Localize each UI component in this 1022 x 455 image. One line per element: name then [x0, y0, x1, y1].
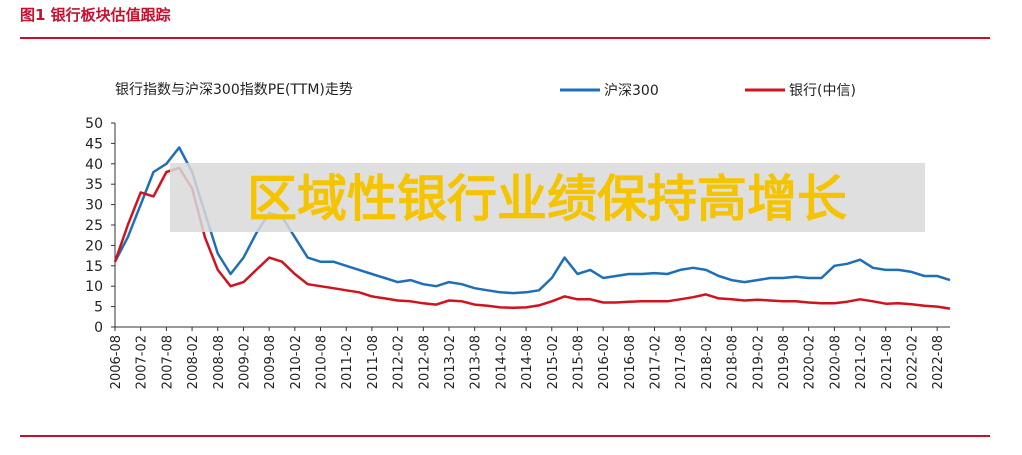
x-tick-label: 2013-02	[443, 335, 458, 389]
x-tick-label: 2014-02	[494, 335, 509, 389]
y-tick-label: 45	[85, 136, 103, 152]
legend-label: 银行(中信)	[789, 83, 856, 99]
x-tick-label: 2012-02	[392, 335, 407, 389]
y-tick-label: 25	[85, 218, 103, 234]
x-tick-label: 2020-02	[803, 335, 818, 389]
x-tick-label: 2012-08	[417, 335, 432, 389]
legend-label: 沪深300	[604, 83, 659, 99]
x-tick-label: 2021-08	[880, 335, 895, 389]
x-tick-label: 2007-08	[160, 335, 175, 389]
x-tick-label: 2015-08	[571, 335, 586, 389]
x-tick-label: 2016-08	[623, 335, 638, 389]
x-tick-label: 2010-02	[289, 335, 304, 389]
x-tick-label: 2017-08	[674, 335, 689, 389]
x-tick-label: 2008-08	[212, 335, 227, 389]
x-tick-label: 2009-02	[237, 335, 252, 389]
x-tick-label: 2022-08	[931, 335, 946, 389]
x-tick-label: 2015-02	[546, 335, 561, 389]
series-line	[113, 146, 951, 295]
x-tick-label: 2009-08	[263, 335, 278, 389]
x-tick-label: 2011-02	[340, 335, 355, 389]
y-tick-label: 35	[85, 177, 103, 193]
y-tick-label: 0	[94, 320, 103, 336]
x-tick-label: 2013-08	[469, 335, 484, 389]
y-tick-label: 10	[85, 279, 103, 295]
annotation: 区域性银行业绩保持高增长	[247, 170, 847, 228]
y-tick-label: 40	[85, 157, 103, 173]
x-tick-label: 2006-08	[109, 335, 124, 389]
figure-title: 图1 银行板块估值跟踪	[20, 6, 171, 24]
x-tick-label: 2018-02	[700, 335, 715, 389]
y-tick-label: 20	[85, 238, 103, 254]
x-tick-label: 2008-02	[186, 335, 201, 389]
series-line	[113, 166, 951, 310]
chart-title: 银行指数与沪深300指数PE(TTM)走势	[115, 82, 353, 98]
x-tick-label: 2011-08	[366, 335, 381, 389]
y-tick-label: 50	[85, 116, 103, 132]
x-tick-label: 2019-02	[751, 335, 766, 389]
y-tick-label: 5	[94, 300, 103, 316]
x-tick-label: 2016-02	[597, 335, 612, 389]
x-tick-label: 2007-02	[135, 335, 150, 389]
x-tick-label: 2020-08	[828, 335, 843, 389]
y-tick-label: 30	[85, 198, 103, 214]
x-tick-label: 2014-08	[520, 335, 535, 389]
x-tick-label: 2018-08	[726, 335, 741, 389]
y-tick-label: 15	[85, 259, 103, 275]
annotation-box	[170, 163, 925, 232]
x-tick-label: 2010-08	[315, 335, 330, 389]
x-tick-label: 2019-08	[777, 335, 792, 389]
x-tick-label: 2022-02	[905, 335, 920, 389]
x-tick-label: 2021-02	[854, 335, 869, 389]
x-tick-label: 2017-02	[649, 335, 664, 389]
